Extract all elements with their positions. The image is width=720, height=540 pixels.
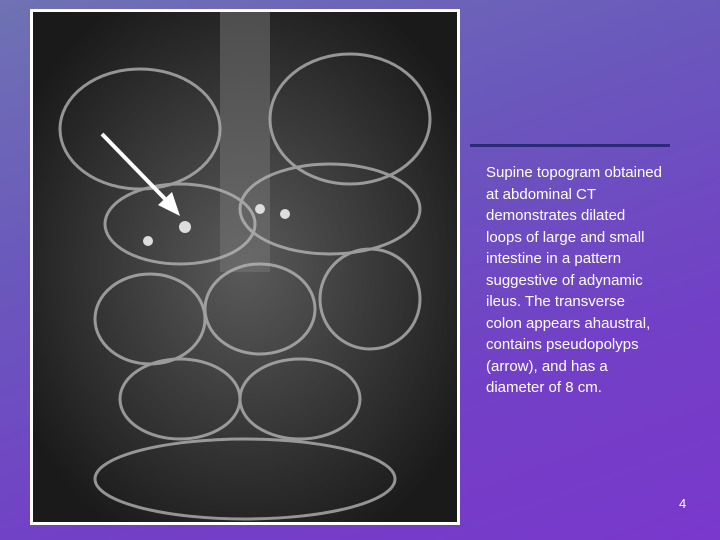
caption-line: colon appears ahaustral, [486, 314, 651, 332]
caption-line: suggestive of adynamic [486, 271, 643, 289]
divider [470, 144, 670, 147]
caption-line: loops of large and small [486, 228, 645, 246]
caption: Supine topogram obtained at abdominal CT d… [486, 162, 662, 399]
caption-line: at abdominal CT [486, 185, 597, 203]
caption-line: ileus. The transverse [486, 293, 625, 310]
caption-line: intestine in a pattern [486, 250, 622, 267]
xray-image [30, 9, 460, 525]
caption-line: diameter of 8 cm. [486, 379, 602, 396]
caption-line: Supine topogram obtained [486, 164, 662, 181]
page-number: 4 [679, 496, 687, 511]
caption-line: demonstrates dilated [486, 207, 626, 224]
caption-line: contains pseudopolyps [486, 336, 639, 353]
caption-line: (arrow), and has a [486, 357, 608, 375]
